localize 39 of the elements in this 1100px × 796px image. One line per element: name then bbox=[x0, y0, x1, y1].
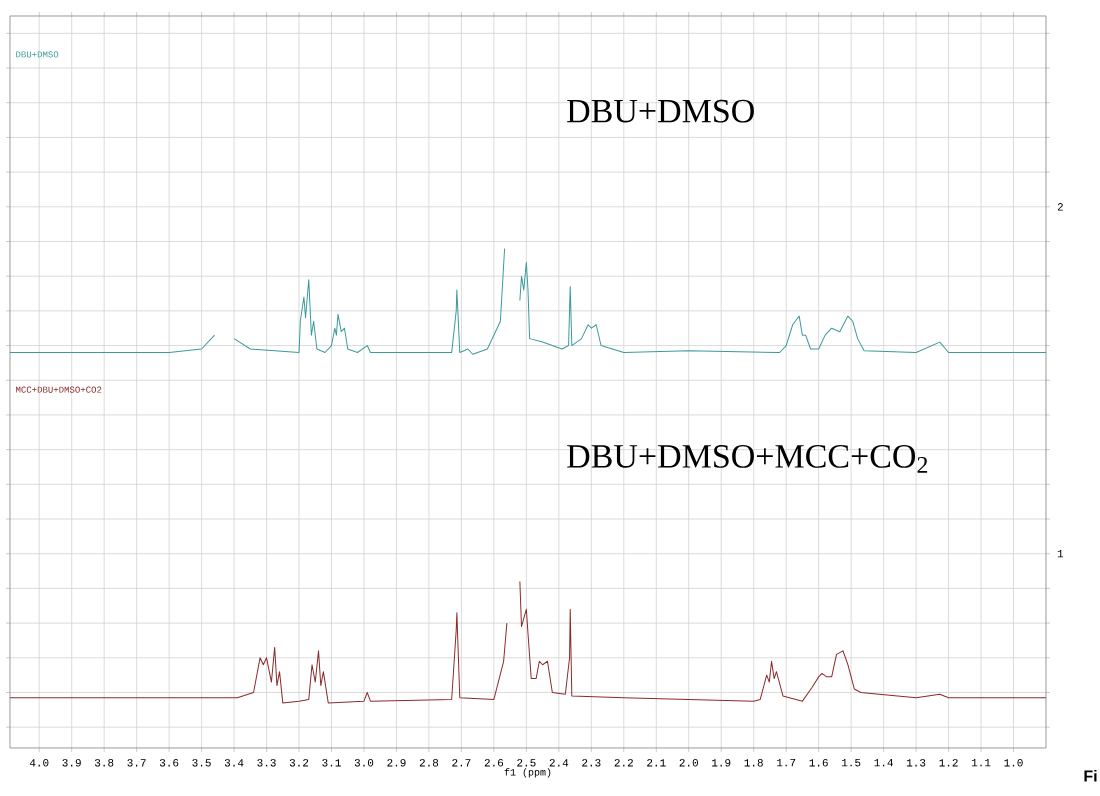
x-tick-label: 2.7 bbox=[452, 759, 471, 767]
x-tick-label: 3.1 bbox=[322, 759, 341, 767]
annotation: DBU+DMSO bbox=[567, 99, 754, 123]
y-tick-label: 1 bbox=[1057, 550, 1064, 558]
y-tick-label: 2 bbox=[1057, 203, 1063, 211]
x-tick-label: 1.8 bbox=[744, 759, 763, 767]
x-tick-label: 2.3 bbox=[582, 759, 601, 767]
x-tick-label: 2.1 bbox=[647, 759, 666, 767]
text: Fi bbox=[1084, 769, 1097, 782]
x-tick-label: 2.5 bbox=[517, 759, 536, 767]
x-tick-label: 3.6 bbox=[159, 759, 179, 767]
x-tick-label: 3.0 bbox=[354, 759, 374, 767]
x-tick-label: 1.5 bbox=[842, 759, 861, 767]
text: DBU+DMSO bbox=[16, 51, 59, 58]
text: MCC+DBU+DMSO+CO2 bbox=[16, 386, 102, 393]
x-tick-label: 1.7 bbox=[777, 759, 796, 767]
x-tick-label: 1.2 bbox=[939, 759, 958, 767]
x-tick-label: 1.6 bbox=[809, 759, 828, 767]
x-tick-label: 2.6 bbox=[484, 759, 504, 767]
x-tick-label: 4.0 bbox=[29, 759, 49, 767]
x-tick-label: 3.7 bbox=[127, 759, 146, 767]
x-tick-label: 1.9 bbox=[712, 759, 731, 767]
x-tick-label: 3.5 bbox=[192, 759, 211, 767]
x-tick-label: 2.4 bbox=[549, 759, 569, 767]
x-tick-label: 3.8 bbox=[94, 759, 114, 767]
x-tick-label: 1.1 bbox=[971, 759, 991, 767]
annotation: DBU+DMSO+MCC+CO$_{2}$ bbox=[567, 444, 928, 473]
x-tick-label: 3.3 bbox=[257, 759, 276, 767]
x-tick-label: 3.9 bbox=[62, 759, 81, 767]
x-tick-label: 1.3 bbox=[906, 759, 926, 767]
x-tick-label: 3.2 bbox=[289, 759, 309, 767]
x-tick-label: 2.9 bbox=[387, 759, 406, 767]
x-tick-label: 2.8 bbox=[419, 759, 439, 767]
x-tick-label: 3.4 bbox=[224, 759, 244, 767]
x-tick-label: 1.0 bbox=[1004, 759, 1023, 767]
x-tick-label: 2.0 bbox=[679, 759, 698, 767]
x-axis-title: f1 (ppm) bbox=[504, 768, 551, 778]
x-tick-label: 2.2 bbox=[614, 759, 633, 767]
x-tick-label: 1.4 bbox=[874, 759, 893, 767]
